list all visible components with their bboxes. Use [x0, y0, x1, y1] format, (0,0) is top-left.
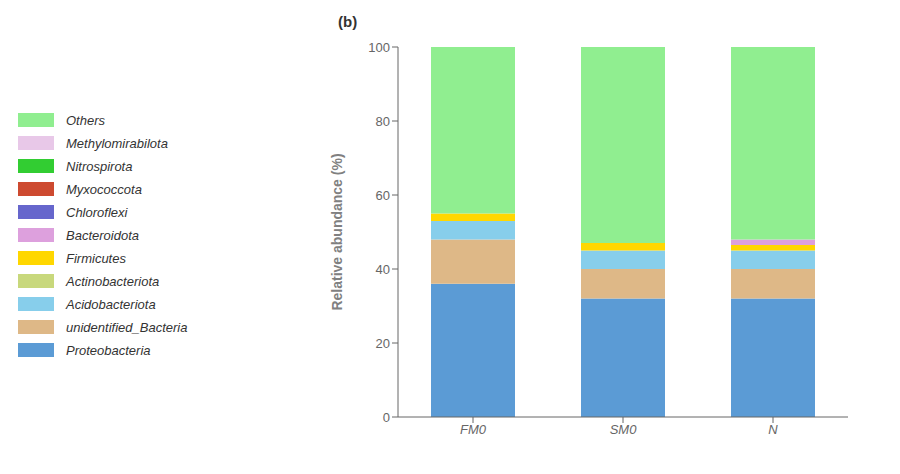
svg-text:100: 100 [368, 40, 390, 55]
html-text:Firmicutes: Firmicutes [66, 250, 126, 266]
html-text:Myxococcota: Myxococcota [66, 181, 142, 197]
html-text:Methylomirabilota: Methylomirabilota [66, 135, 168, 151]
html-text:Proteobacteria: Proteobacteria [66, 342, 151, 358]
svg-text:Relative abundance (%): Relative abundance (%) [329, 153, 345, 310]
svg-text:80: 80 [376, 114, 390, 129]
svg-text:20: 20 [376, 336, 390, 351]
html-text:unidentified_Bacteria: unidentified_Bacteria [66, 319, 188, 335]
html-text:Acidobacteriota: Acidobacteriota [66, 296, 156, 312]
html-text:Bacteroidota: Bacteroidota [66, 227, 139, 243]
html-text:Chloroflexi: Chloroflexi [66, 204, 128, 220]
svg-text:N: N [768, 422, 778, 437]
svg-text:SM0: SM0 [610, 422, 638, 437]
svg-text:40: 40 [376, 262, 390, 277]
svg-text:0: 0 [383, 410, 390, 425]
html-text:Others: Others [66, 112, 105, 128]
svg-text:FM0: FM0 [460, 422, 487, 437]
html-text:Nitrospirota: Nitrospirota [66, 158, 133, 174]
html-text:Actinobacteriota: Actinobacteriota [66, 273, 160, 289]
svg-text:60: 60 [376, 188, 390, 203]
html-text:(b): (b) [338, 13, 358, 30]
